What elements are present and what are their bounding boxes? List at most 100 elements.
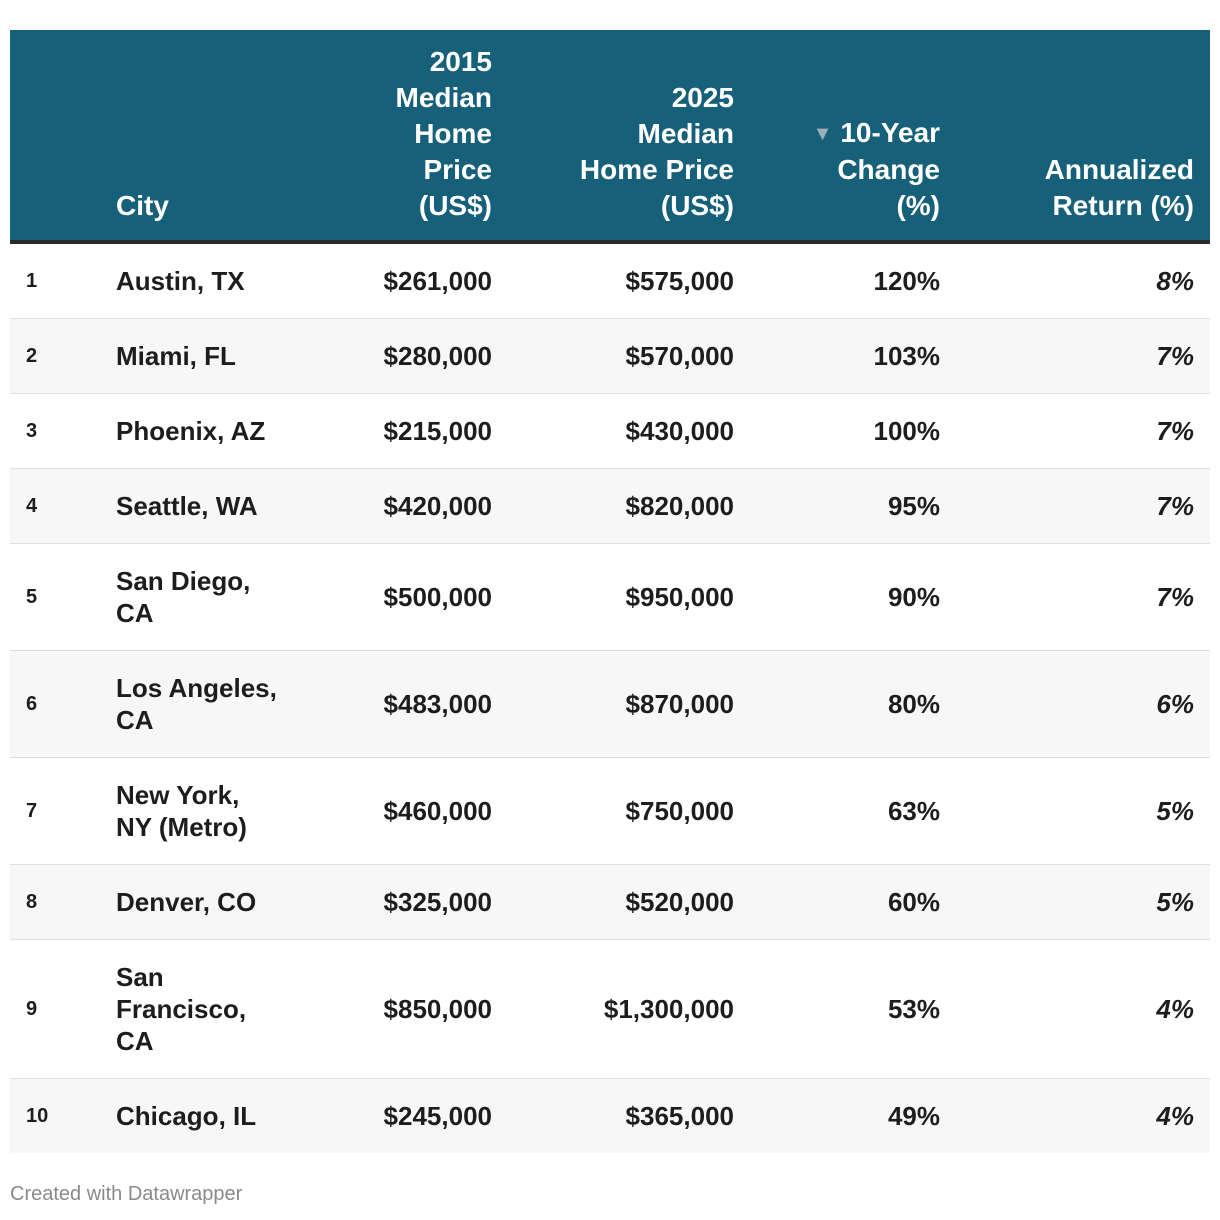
header-rank[interactable] bbox=[10, 30, 100, 244]
rank-cell: 8 bbox=[10, 864, 100, 940]
header-price_2025-line-3: Home Price bbox=[579, 154, 734, 185]
header-annualized-line-1: Annualized bbox=[1044, 154, 1194, 185]
header-2025-price[interactable]: 2025 Median Home Price (US$) bbox=[508, 30, 750, 244]
annualized-return-cell: 7% bbox=[956, 393, 1210, 469]
city-name-line: San Diego, bbox=[116, 566, 251, 596]
header-city-line-1: City bbox=[116, 190, 169, 221]
table-header-row: City 2015 Median Home Price (US$) 2025 Median… bbox=[10, 30, 1210, 244]
price-2015-cell: $850,000 bbox=[300, 939, 508, 1079]
price-2025-cell: $950,000 bbox=[508, 543, 750, 651]
rank-cell: 6 bbox=[10, 650, 100, 758]
price-2015-cell: $261,000 bbox=[300, 242, 508, 319]
price-2025-cell: $570,000 bbox=[508, 318, 750, 394]
city-name-line: Seattle, WA bbox=[116, 491, 258, 521]
price-2025-cell: $575,000 bbox=[508, 242, 750, 319]
rank-cell: 3 bbox=[10, 393, 100, 469]
table-row: 10 Chicago, IL $245,000 $365,000 49% 4% bbox=[10, 1078, 1210, 1153]
table-row: 8 Denver, CO $325,000 $520,000 60% 5% bbox=[10, 864, 1210, 940]
change-10-year-cell: 120% bbox=[750, 242, 956, 319]
change-10-year-cell: 60% bbox=[750, 864, 956, 940]
city-cell: Seattle, WA bbox=[100, 468, 300, 544]
price-2025-cell: $1,300,000 bbox=[508, 939, 750, 1079]
price-2015-cell: $215,000 bbox=[300, 393, 508, 469]
price-2015-cell: $245,000 bbox=[300, 1078, 508, 1153]
annualized-return-cell: 6% bbox=[956, 650, 1210, 758]
table-row: 7 New York, NY (Metro) $460,000 $750,000 63% 5… bbox=[10, 757, 1210, 865]
header-price_2015-line-1: 2015 bbox=[429, 46, 492, 77]
annualized-return-cell: 4% bbox=[956, 1078, 1210, 1153]
header-price_2025-line-2: Median bbox=[637, 118, 734, 149]
price-2025-cell: $870,000 bbox=[508, 650, 750, 758]
rank-cell: 9 bbox=[10, 939, 100, 1079]
city-cell: Los Angeles, CA bbox=[100, 650, 300, 758]
price-2015-cell: $280,000 bbox=[300, 318, 508, 394]
city-name-line: San bbox=[116, 962, 164, 992]
city-cell: San Francisco, CA bbox=[100, 939, 300, 1079]
change-10-year-cell: 95% bbox=[750, 468, 956, 544]
header-price_2015-line-5: (US$) bbox=[418, 190, 492, 221]
price-2015-cell: $500,000 bbox=[300, 543, 508, 651]
price-2015-cell: $325,000 bbox=[300, 864, 508, 940]
change-10-year-cell: 80% bbox=[750, 650, 956, 758]
city-name-line: Miami, FL bbox=[116, 341, 236, 371]
change-10-year-cell: 49% bbox=[750, 1078, 956, 1153]
change-10-year-cell: 100% bbox=[750, 393, 956, 469]
city-name-line: Denver, CO bbox=[116, 887, 257, 917]
annualized-return-cell: 7% bbox=[956, 318, 1210, 394]
sort-descending-icon[interactable]: ▼ bbox=[812, 123, 833, 145]
table-row: 5 San Diego, CA $500,000 $950,000 90% 7% bbox=[10, 543, 1210, 651]
table-row: 3 Phoenix, AZ $215,000 $430,000 100% 7% bbox=[10, 393, 1210, 469]
rank-cell: 5 bbox=[10, 543, 100, 651]
header-price_2025-line-4: (US$) bbox=[660, 190, 734, 221]
city-name-line: Chicago, IL bbox=[116, 1101, 257, 1131]
header-annualized-return[interactable]: Annualized Return (%) bbox=[956, 30, 1210, 244]
city-cell: Phoenix, AZ bbox=[100, 393, 300, 469]
home-price-table: City 2015 Median Home Price (US$) 2025 Median… bbox=[10, 30, 1210, 1153]
city-cell: Denver, CO bbox=[100, 864, 300, 940]
city-name-line: CA bbox=[116, 705, 154, 735]
table-row: 9 San Francisco, CA $850,000 $1,300,000 53% 4% bbox=[10, 939, 1210, 1079]
header-10-year-change[interactable]: ▼ 10-Year Change (%) bbox=[750, 30, 956, 244]
city-cell: New York, NY (Metro) bbox=[100, 757, 300, 865]
header-10-year-change-line-1: 10-Year bbox=[840, 117, 940, 148]
table-row: 4 Seattle, WA $420,000 $820,000 95% 7% bbox=[10, 468, 1210, 544]
price-2025-cell: $365,000 bbox=[508, 1078, 750, 1153]
rank-cell: 2 bbox=[10, 318, 100, 394]
city-name-line: Francisco, bbox=[116, 994, 247, 1024]
price-2015-cell: $460,000 bbox=[300, 757, 508, 865]
table-body: 1 Austin, TX $261,000 $575,000 120% 8% 2 Miami,… bbox=[10, 242, 1210, 1153]
city-name-line: Austin, TX bbox=[116, 266, 245, 296]
header-city[interactable]: City bbox=[100, 30, 300, 244]
header-10-year-change-line-3: (%) bbox=[896, 190, 940, 221]
city-name-line: Los Angeles, bbox=[116, 673, 277, 703]
annualized-return-cell: 7% bbox=[956, 543, 1210, 651]
table-row: 1 Austin, TX $261,000 $575,000 120% 8% bbox=[10, 242, 1210, 319]
price-2015-cell: $420,000 bbox=[300, 468, 508, 544]
header-price_2025-line-1: 2025 bbox=[671, 82, 734, 113]
header-annualized-line-2: Return (%) bbox=[1052, 190, 1194, 221]
city-name-line: Phoenix, AZ bbox=[116, 416, 266, 446]
change-10-year-cell: 103% bbox=[750, 318, 956, 394]
city-name-line: CA bbox=[116, 598, 154, 628]
header-price_2015-line-2: Median bbox=[395, 82, 492, 113]
header-price_2015-line-3: Home bbox=[414, 118, 492, 149]
city-cell: Chicago, IL bbox=[100, 1078, 300, 1153]
change-10-year-cell: 53% bbox=[750, 939, 956, 1079]
annualized-return-cell: 5% bbox=[956, 864, 1210, 940]
price-2025-cell: $820,000 bbox=[508, 468, 750, 544]
table-row: 2 Miami, FL $280,000 $570,000 103% 7% bbox=[10, 318, 1210, 394]
header-2015-price[interactable]: 2015 Median Home Price (US$) bbox=[300, 30, 508, 244]
header-10-year-change-line-2: Change bbox=[837, 154, 940, 185]
city-cell: Austin, TX bbox=[100, 242, 300, 319]
annualized-return-cell: 4% bbox=[956, 939, 1210, 1079]
price-2025-cell: $750,000 bbox=[508, 757, 750, 865]
city-name-line: CA bbox=[116, 1026, 154, 1056]
table-row: 6 Los Angeles, CA $483,000 $870,000 80% 6% bbox=[10, 650, 1210, 758]
price-2025-cell: $430,000 bbox=[508, 393, 750, 469]
datawrapper-credit[interactable]: Created with Datawrapper bbox=[10, 1183, 243, 1205]
city-name-line: New York, bbox=[116, 780, 240, 810]
price-2025-cell: $520,000 bbox=[508, 864, 750, 940]
city-cell: Miami, FL bbox=[100, 318, 300, 394]
city-cell: San Diego, CA bbox=[100, 543, 300, 651]
city-name-line: NY (Metro) bbox=[116, 812, 247, 842]
